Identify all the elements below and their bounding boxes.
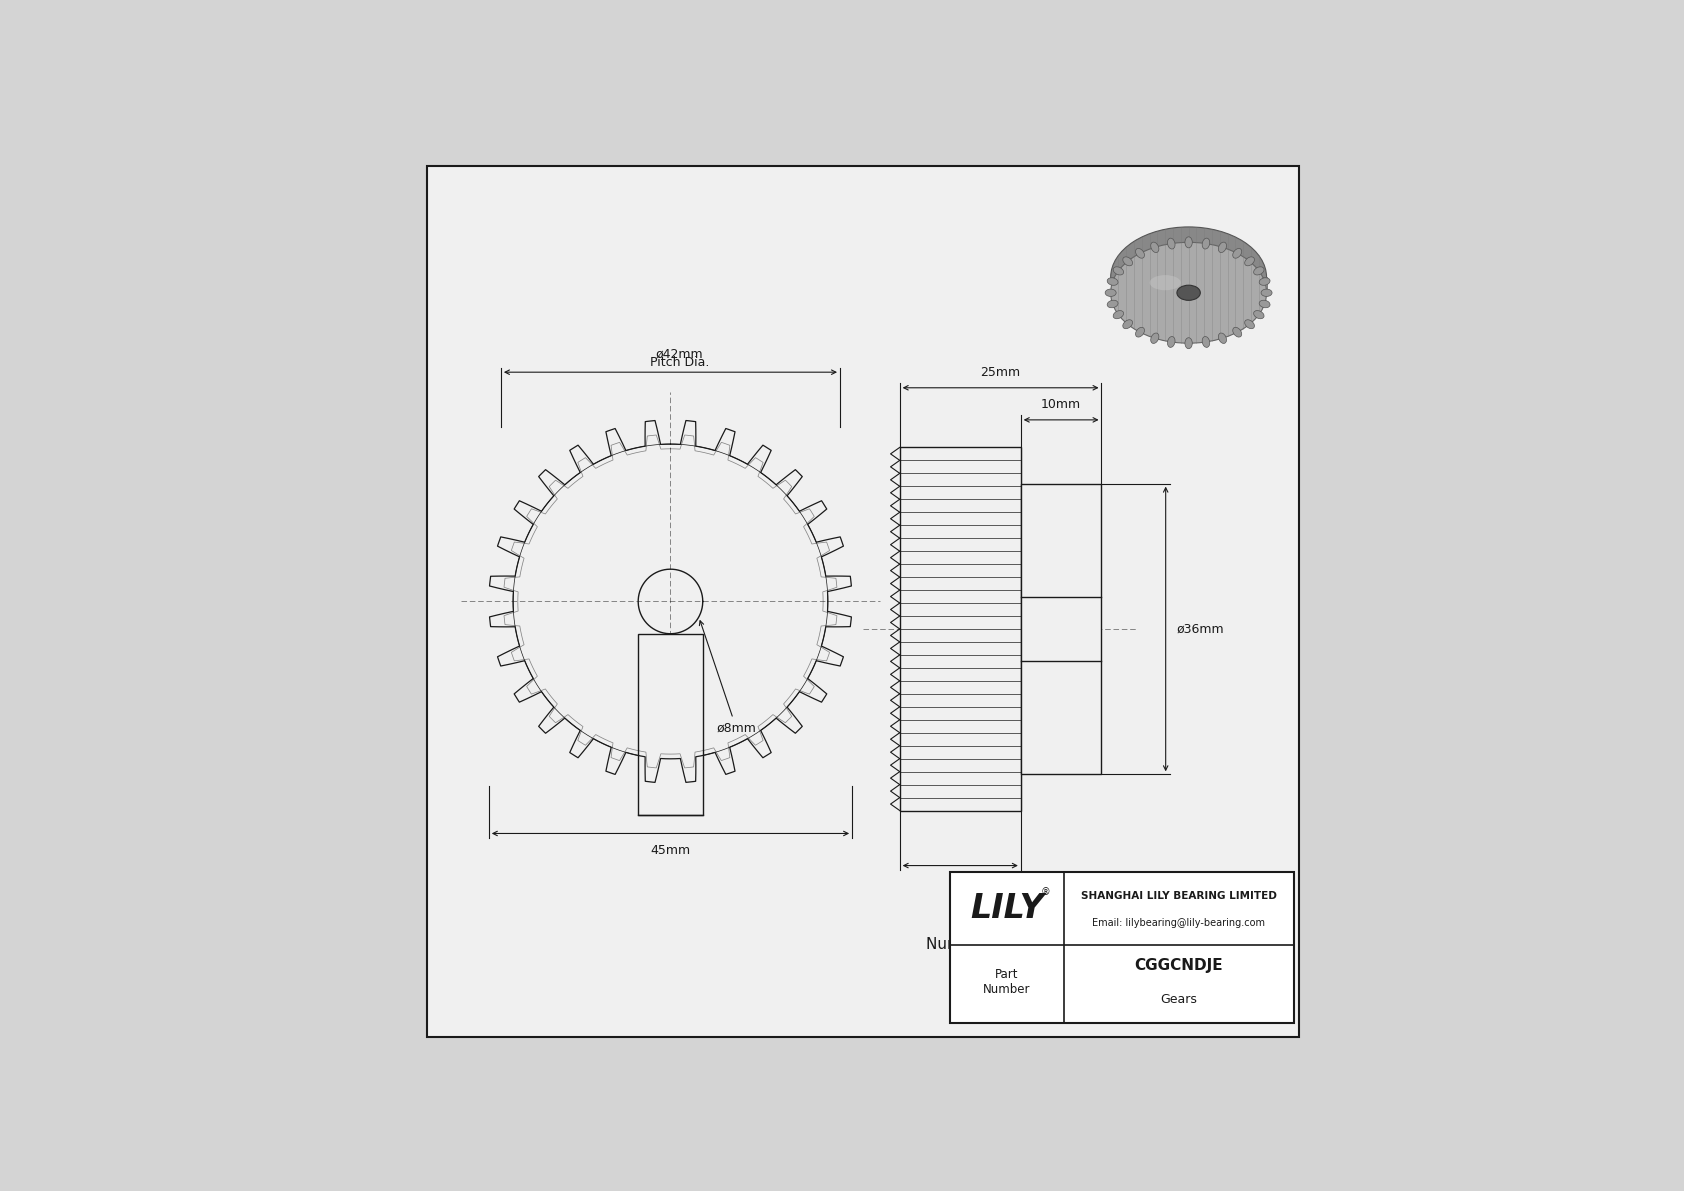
- Text: Module:1.5: Module:1.5: [960, 910, 1044, 924]
- Ellipse shape: [1218, 333, 1226, 343]
- Ellipse shape: [1260, 278, 1270, 286]
- Ellipse shape: [1261, 289, 1271, 297]
- Text: Gears: Gears: [1160, 992, 1197, 1005]
- Polygon shape: [1111, 278, 1266, 293]
- Ellipse shape: [1218, 242, 1226, 252]
- Ellipse shape: [1202, 337, 1209, 348]
- Bar: [899, 448, 1021, 811]
- Ellipse shape: [1177, 285, 1201, 300]
- Text: ø8mm: ø8mm: [699, 621, 756, 735]
- Ellipse shape: [1135, 249, 1145, 258]
- Text: 25mm: 25mm: [980, 366, 1021, 379]
- Ellipse shape: [1244, 319, 1255, 329]
- Text: ø42mm: ø42mm: [655, 348, 704, 360]
- Text: ®: ®: [1041, 887, 1051, 897]
- Ellipse shape: [1253, 311, 1265, 319]
- Ellipse shape: [1233, 249, 1241, 258]
- Ellipse shape: [1150, 275, 1180, 291]
- Ellipse shape: [1113, 267, 1123, 275]
- Ellipse shape: [1123, 257, 1133, 266]
- Ellipse shape: [1106, 300, 1118, 307]
- Ellipse shape: [1202, 238, 1209, 249]
- Text: CGGCNDJE: CGGCNDJE: [1135, 959, 1223, 973]
- Ellipse shape: [1260, 300, 1270, 307]
- Ellipse shape: [1106, 278, 1118, 286]
- Ellipse shape: [1150, 242, 1159, 252]
- Ellipse shape: [1150, 333, 1159, 343]
- Bar: [638, 634, 702, 815]
- Text: 10mm: 10mm: [1041, 398, 1081, 411]
- Ellipse shape: [1113, 311, 1123, 319]
- Text: ø36mm: ø36mm: [1177, 623, 1224, 636]
- Text: Part
Number: Part Number: [983, 968, 1031, 997]
- Text: SHANGHAI LILY BEARING LIMITED: SHANGHAI LILY BEARING LIMITED: [1081, 891, 1276, 902]
- Ellipse shape: [1135, 328, 1145, 337]
- Ellipse shape: [1186, 237, 1192, 248]
- Ellipse shape: [1123, 319, 1133, 329]
- Ellipse shape: [1244, 257, 1255, 266]
- Ellipse shape: [1253, 267, 1265, 275]
- Ellipse shape: [1167, 238, 1175, 249]
- Bar: [950, 872, 1293, 1023]
- Text: LILY: LILY: [970, 892, 1044, 924]
- Text: Pitch Dia.: Pitch Dia.: [650, 356, 709, 369]
- Text: 45mm: 45mm: [650, 844, 690, 858]
- Ellipse shape: [1105, 289, 1116, 297]
- Ellipse shape: [1111, 242, 1266, 343]
- Text: Email: lilybearing@lily-bearing.com: Email: lilybearing@lily-bearing.com: [1093, 918, 1265, 929]
- Ellipse shape: [1167, 337, 1175, 348]
- Text: 15mm: 15mm: [977, 883, 1026, 897]
- Ellipse shape: [1186, 338, 1192, 349]
- Ellipse shape: [1233, 328, 1241, 337]
- Text: Number of Teeth:28: Number of Teeth:28: [926, 937, 1078, 952]
- Bar: [1021, 484, 1101, 774]
- Ellipse shape: [1111, 227, 1266, 328]
